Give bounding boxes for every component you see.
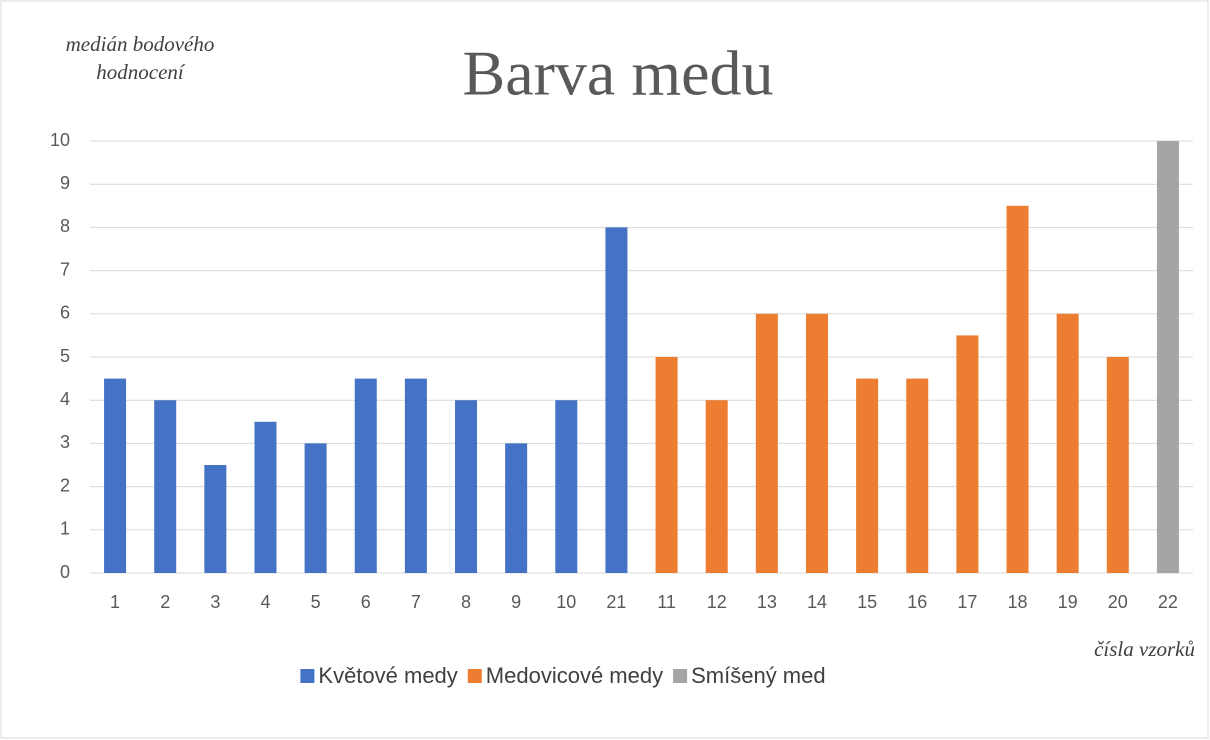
- y-tick-label: 3: [60, 432, 70, 452]
- x-tick-label: 8: [461, 592, 471, 612]
- bar: [1056, 313, 1079, 573]
- y-tick-label: 4: [60, 389, 70, 409]
- x-tick-label: 12: [707, 592, 727, 612]
- x-tick-label: 17: [957, 592, 977, 612]
- bar: [154, 400, 177, 573]
- y-tick-label: 7: [60, 259, 70, 279]
- bar: [956, 335, 979, 573]
- x-tick-label: 9: [511, 592, 521, 612]
- bar: [204, 465, 227, 573]
- y-tick-label: 2: [60, 475, 70, 495]
- x-tick-label: 22: [1158, 592, 1178, 612]
- bar: [906, 378, 929, 573]
- x-tick-label: 3: [210, 592, 220, 612]
- bar: [555, 400, 578, 573]
- y-tick-label: 9: [60, 173, 70, 193]
- bar: [1006, 205, 1029, 574]
- bar: [404, 378, 427, 573]
- x-tick-label: 15: [857, 592, 877, 612]
- legend-swatch: [467, 669, 482, 683]
- x-tick-label: 16: [907, 592, 927, 612]
- bar: [1106, 357, 1129, 573]
- x-tick-label: 20: [1108, 592, 1128, 612]
- y-axis-label: medián bodového hodnocení: [65, 32, 215, 84]
- y-tick-label: 1: [60, 519, 70, 539]
- bar: [254, 421, 277, 573]
- y-tick-label: 10: [50, 130, 70, 150]
- x-tick-label: 11: [657, 592, 676, 612]
- bar: [705, 400, 728, 573]
- bar: [1156, 141, 1179, 573]
- x-tick-label: 5: [311, 592, 321, 612]
- bar: [354, 378, 377, 573]
- x-tick-label: 4: [260, 592, 270, 612]
- y-tick-label: 8: [60, 216, 70, 236]
- bar: [304, 443, 327, 573]
- legend-swatch: [300, 669, 315, 683]
- y-tick-label: 6: [60, 303, 70, 323]
- x-tick-label: 18: [1008, 592, 1028, 612]
- x-tick-label: 2: [160, 592, 170, 612]
- bar: [856, 378, 879, 573]
- bar: [505, 443, 528, 573]
- bar: [655, 357, 678, 573]
- bar: [805, 313, 828, 573]
- x-tick-label: 1: [110, 592, 120, 612]
- bar: [455, 400, 478, 573]
- bar: [104, 378, 127, 573]
- y-tick-label: 5: [60, 346, 70, 366]
- legend-label: Medovicové medy: [486, 663, 663, 688]
- x-tick-label: 7: [411, 592, 421, 612]
- x-axis-label: čísla vzorků: [1094, 637, 1195, 661]
- chart-title: Barva medu: [463, 38, 774, 109]
- x-tick-label: 6: [361, 592, 371, 612]
- bar: [755, 313, 778, 573]
- legend-label: Smíšený med: [691, 663, 826, 688]
- x-tick-label: 10: [556, 592, 576, 612]
- y-tick-label: 0: [60, 562, 70, 582]
- bar: [605, 227, 628, 573]
- x-tick-label: 14: [807, 592, 827, 612]
- legend-label: Květové medy: [318, 663, 457, 688]
- x-tick-label: 19: [1058, 592, 1078, 612]
- x-tick-label: 13: [757, 592, 777, 612]
- x-tick-label: 21: [606, 592, 626, 612]
- legend-swatch: [673, 669, 688, 683]
